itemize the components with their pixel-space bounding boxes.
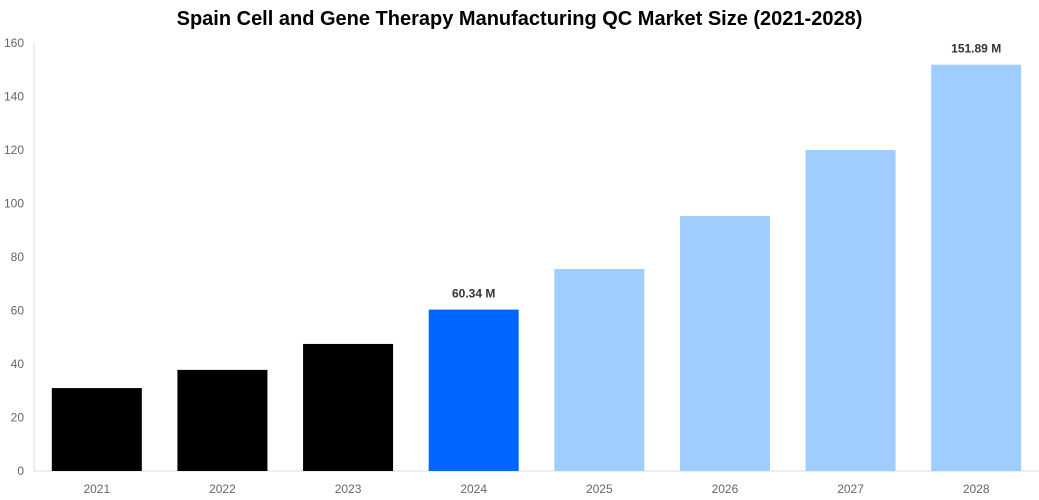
bar-2024 bbox=[428, 309, 519, 471]
y-tick-label: 140 bbox=[4, 90, 24, 104]
y-tick-label: 20 bbox=[11, 411, 25, 425]
bar-2022 bbox=[177, 369, 268, 471]
x-tick-label: 2028 bbox=[963, 482, 990, 496]
bar-2025 bbox=[554, 269, 645, 471]
bar-2028 bbox=[931, 64, 1022, 472]
data-label-2024: 60.34 M bbox=[452, 287, 495, 301]
bar-2021 bbox=[51, 388, 142, 471]
data-label-2028: 151.89 M bbox=[951, 42, 1001, 56]
x-tick-label: 2024 bbox=[460, 482, 487, 496]
x-tick-label: 2022 bbox=[209, 482, 236, 496]
y-tick-label: 40 bbox=[11, 357, 25, 371]
bar-2026 bbox=[679, 216, 770, 471]
bar-2023 bbox=[303, 343, 394, 471]
y-tick-label: 160 bbox=[4, 36, 24, 50]
y-tick-label: 0 bbox=[17, 464, 24, 478]
x-tick-label: 2021 bbox=[83, 482, 110, 496]
x-tick-label: 2023 bbox=[335, 482, 362, 496]
chart-title: Spain Cell and Gene Therapy Manufacturin… bbox=[176, 8, 863, 30]
x-tick-label: 2025 bbox=[586, 482, 613, 496]
x-tick-label: 2027 bbox=[837, 482, 864, 496]
y-tick-label: 80 bbox=[11, 250, 25, 264]
y-tick-label: 120 bbox=[4, 143, 24, 157]
x-tick-label: 2026 bbox=[712, 482, 739, 496]
bar-2027 bbox=[805, 150, 896, 471]
y-tick-label: 100 bbox=[4, 197, 24, 211]
y-tick-label: 60 bbox=[11, 304, 25, 318]
